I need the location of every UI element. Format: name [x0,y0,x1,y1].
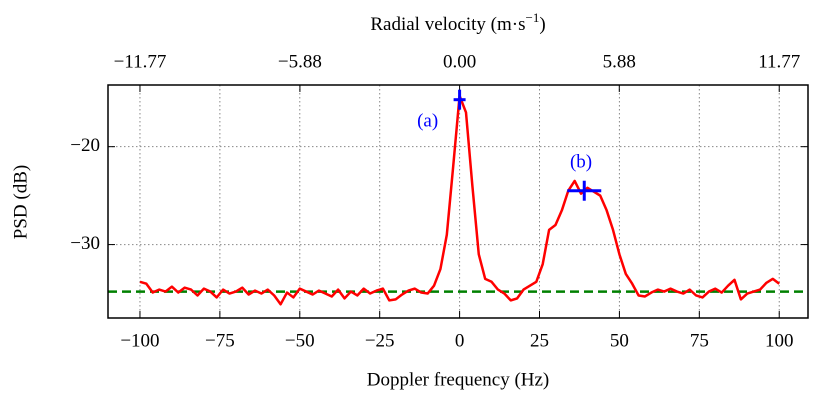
x-tick-label: 0 [455,330,465,351]
marker-label: (b) [570,152,592,173]
x2-label-sup: −1 [525,10,539,25]
x-tick-label: 50 [610,330,629,351]
x2-tick-label: 11.77 [758,51,800,72]
x-tick-label: −50 [285,330,315,351]
x2-label-main: Radial velocity (m·s [370,14,525,35]
y-tick-label: −20 [70,135,100,156]
y-tick-label: −30 [70,233,100,254]
plot-frame [107,84,809,319]
x-tick-label: 75 [690,330,709,351]
x2-label-end: ) [539,14,545,35]
peak-marker [567,180,602,201]
x-tick-label: 25 [530,330,549,351]
x-tick-label: −75 [205,330,235,351]
x2-tick-label: 5.88 [603,51,636,72]
x2-axis-label: Radial velocity (m·s−1) [370,10,545,35]
x2-tick-label: 0.00 [443,51,476,72]
peak-marker [453,89,466,110]
x2-tick-label: −5.88 [278,51,322,72]
y-axis-label: PSD (dB) [10,165,31,239]
marker-label: (a) [417,111,438,132]
x-tick-label: 100 [765,330,794,351]
x-tick-label: −100 [120,330,159,351]
x-tick-label: −25 [365,330,395,351]
x2-tick-label: −11.77 [114,51,167,72]
x-axis-label: Doppler frequency (Hz) [367,369,550,390]
